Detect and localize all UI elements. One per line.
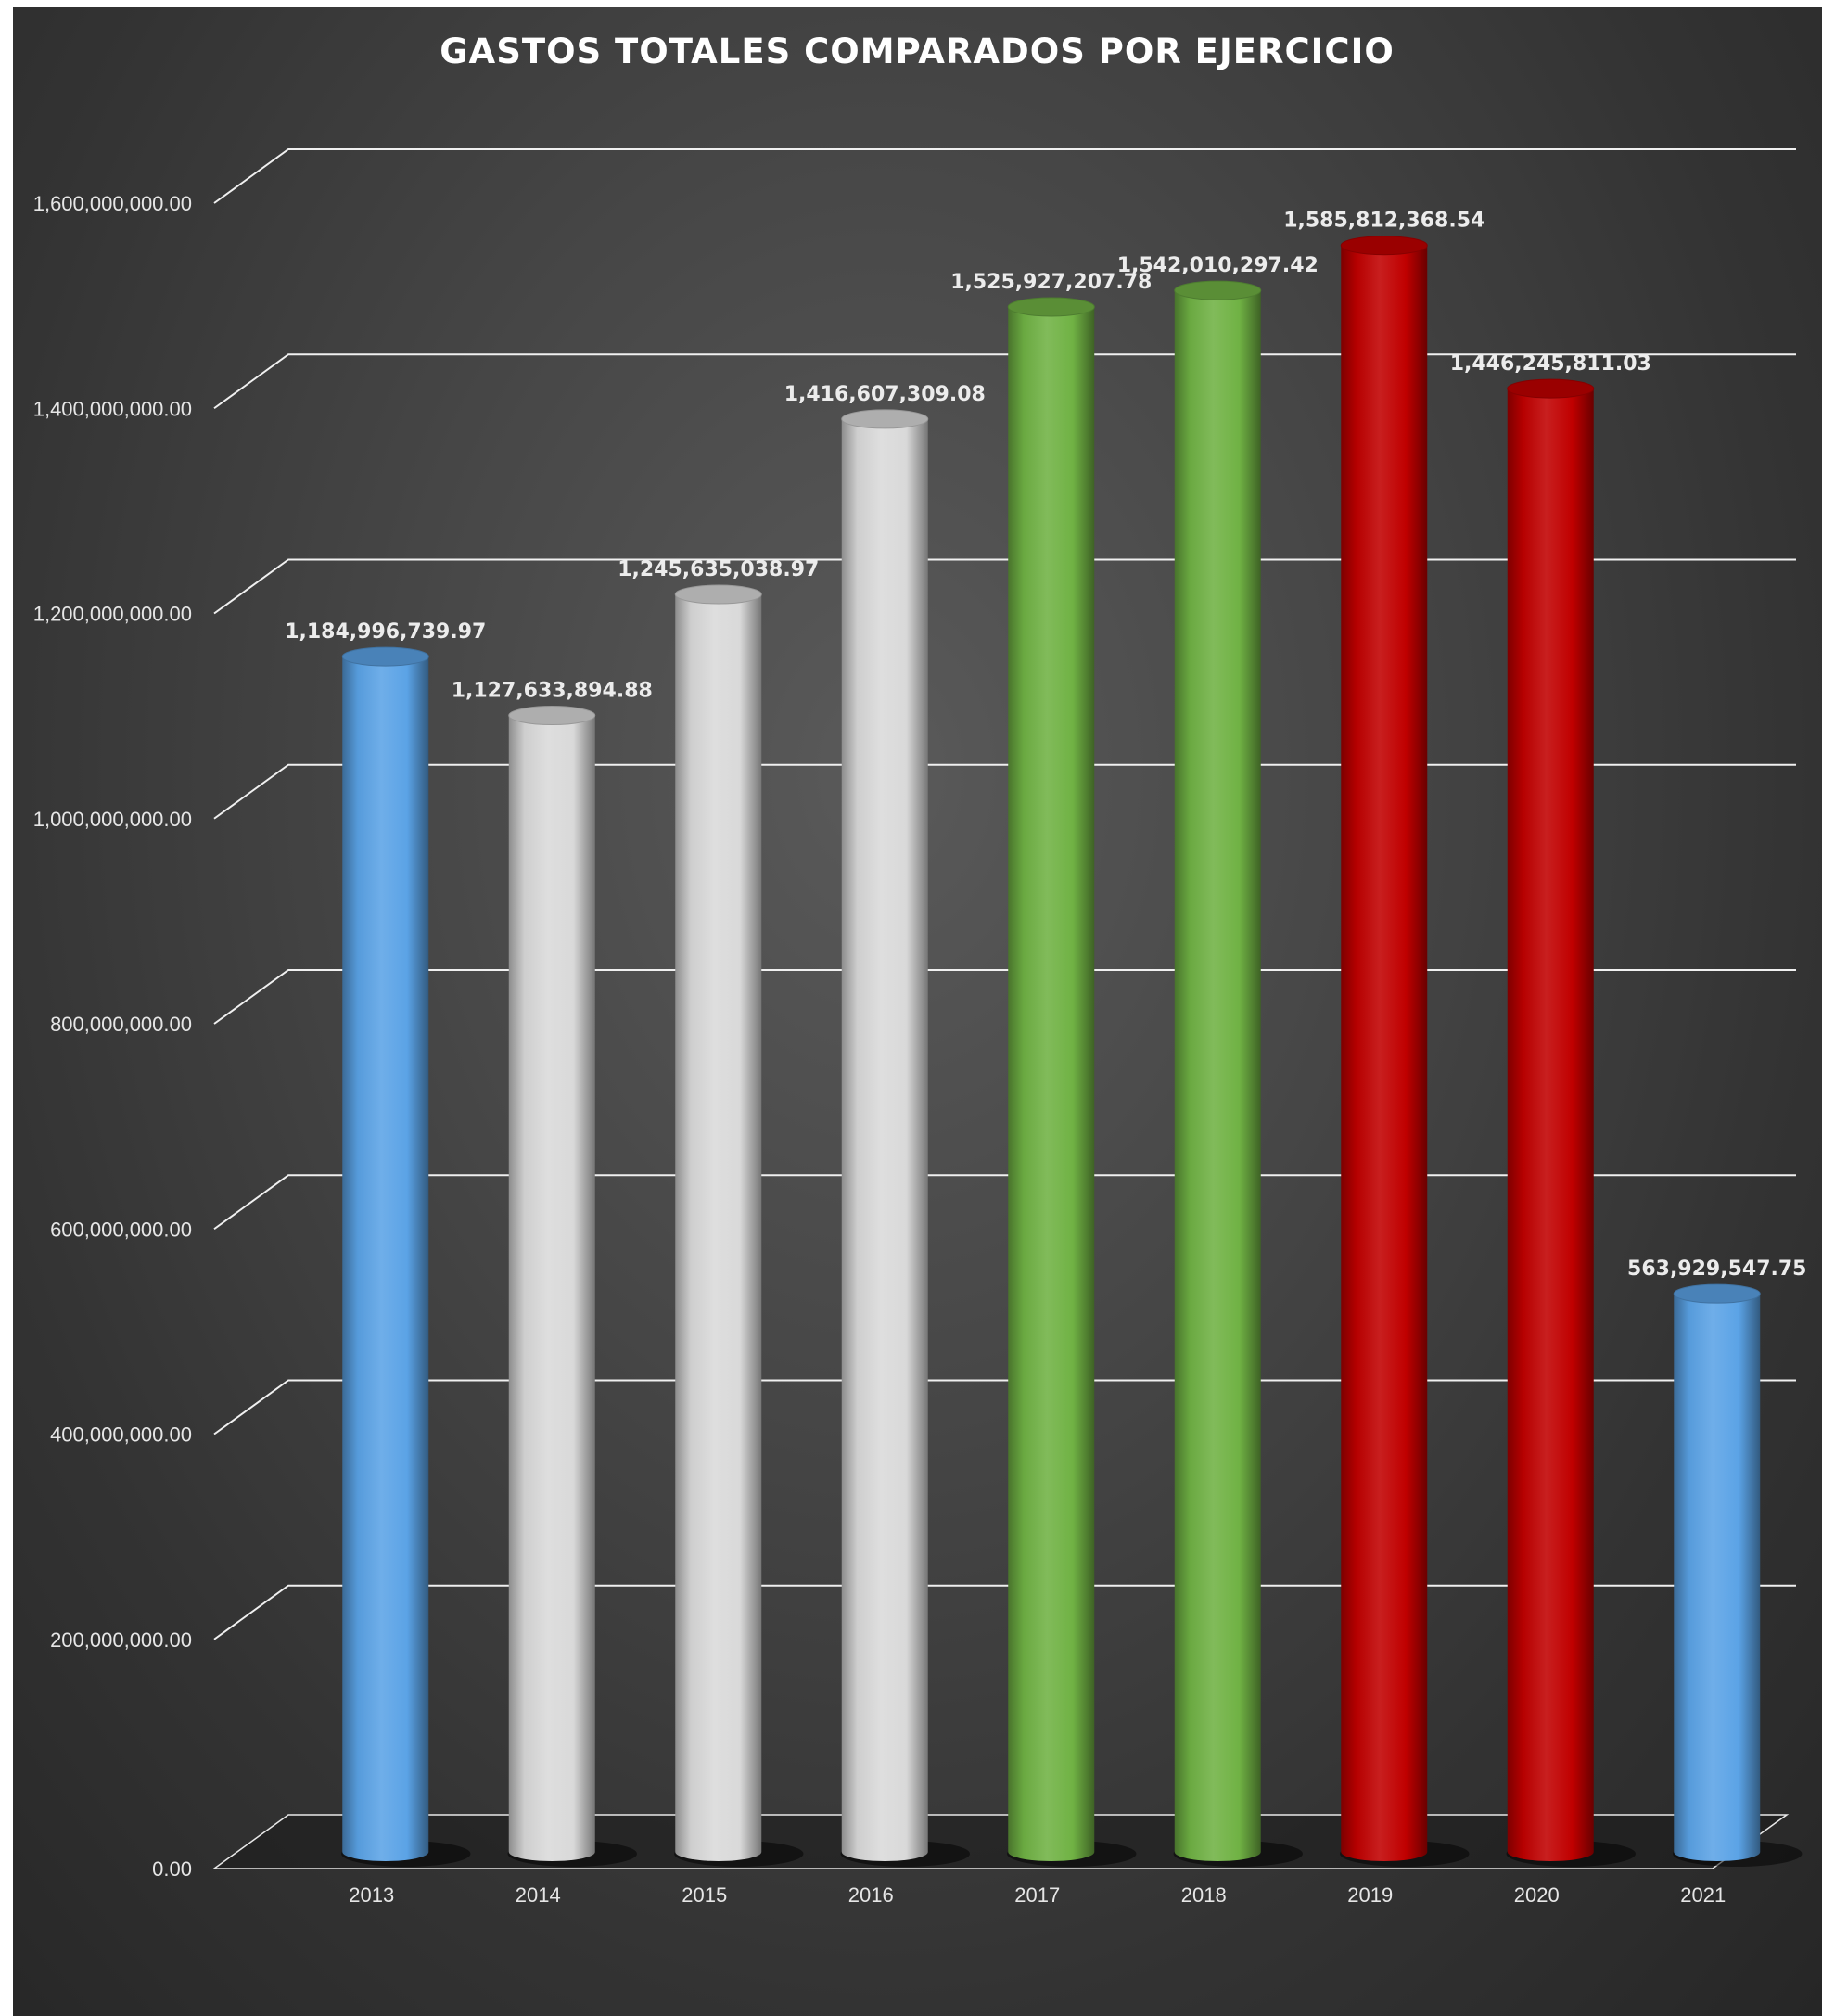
y-tick-label: 1,600,000,000.00	[33, 192, 192, 215]
bar-cap	[674, 584, 762, 605]
bar-cap	[1673, 1283, 1761, 1304]
gridline	[213, 1379, 1796, 1435]
bar-chart: GASTOS TOTALES COMPARADOS POR EJERCICIO …	[33, 32, 1807, 1907]
bar-body	[508, 715, 595, 1862]
bars	[341, 236, 1761, 1862]
gridline	[213, 558, 1796, 615]
gridline	[213, 1174, 1796, 1231]
bar-2021	[1673, 1283, 1761, 1862]
data-label: 1,525,927,207.78	[950, 271, 1152, 294]
y-tick-label: 400,000,000.00	[50, 1423, 192, 1447]
y-tick-label: 600,000,000.00	[50, 1218, 192, 1241]
data-label: 1,127,633,894.88	[452, 680, 653, 703]
data-labels: 1,184,996,739.97 1,127,633,894.88 1,245,63…	[285, 210, 1806, 1281]
bar-body	[1008, 306, 1095, 1862]
gridline	[213, 763, 1796, 820]
chart-title: GASTOS TOTALES COMPARADOS POR EJERCICIO	[440, 32, 1395, 71]
x-tick-label: 2018	[1181, 1883, 1227, 1907]
x-tick-label: 2014	[516, 1883, 561, 1907]
chart-frame: GASTOS TOTALES COMPARADOS POR EJERCICIO …	[13, 7, 1822, 2016]
x-tick-label: 2019	[1347, 1883, 1393, 1907]
bar-2014	[508, 706, 596, 1862]
bar-2016	[841, 409, 929, 1862]
y-tick-label: 1,400,000,000.00	[33, 397, 192, 420]
bar-cap	[341, 646, 429, 667]
data-label: 1,184,996,739.97	[285, 620, 486, 644]
bar-body	[841, 418, 928, 1862]
y-axis-ticks: 0.00 200,000,000.00 400,000,000.00 600,000,…	[33, 192, 192, 1881]
x-tick-label: 2021	[1680, 1883, 1726, 1907]
y-tick-label: 1,000,000,000.00	[33, 808, 192, 831]
bar-cap	[1340, 236, 1428, 256]
data-label: 1,245,635,038.97	[618, 558, 819, 581]
gridline	[213, 1584, 1796, 1640]
x-tick-label: 2016	[848, 1883, 894, 1907]
bar-body	[1674, 1294, 1761, 1862]
y-tick-label: 1,200,000,000.00	[33, 603, 192, 626]
x-tick-label: 2020	[1514, 1883, 1560, 1907]
gridlines	[213, 148, 1796, 1640]
bar-body	[1174, 290, 1261, 1862]
bar-body	[1341, 245, 1428, 1862]
bar-2020	[1507, 378, 1595, 1862]
bar-2019	[1340, 236, 1428, 1862]
data-label: 1,416,607,309.08	[784, 383, 986, 406]
x-tick-label: 2017	[1014, 1883, 1060, 1907]
bar-cap	[1007, 297, 1095, 317]
gridline	[213, 969, 1796, 1025]
bar-cap	[841, 409, 929, 429]
bar-body	[1507, 389, 1594, 1862]
bar-2013	[341, 646, 429, 1862]
gridline	[213, 353, 1796, 410]
bar-body	[675, 594, 762, 1861]
bar-cap	[508, 706, 596, 726]
y-tick-label: 800,000,000.00	[50, 1013, 192, 1036]
data-label: 563,929,547.75	[1627, 1257, 1806, 1281]
gridline	[213, 148, 1796, 204]
bar-cap	[1174, 280, 1262, 300]
x-axis-ticks: 2013 2014 2015 2016 2017 2018 2019 2020 2021	[349, 1883, 1726, 1907]
y-tick-label: 200,000,000.00	[50, 1628, 192, 1652]
x-tick-label: 2015	[682, 1883, 727, 1907]
bar-cap	[1507, 378, 1595, 399]
data-label: 1,585,812,368.54	[1283, 210, 1484, 233]
bar-2015	[674, 584, 762, 1861]
bar-body	[342, 657, 429, 1862]
data-label: 1,446,245,811.03	[1450, 352, 1651, 376]
bar-2018	[1174, 280, 1262, 1862]
bar-2017	[1007, 297, 1095, 1862]
y-tick-label: 0.00	[152, 1857, 192, 1881]
data-label: 1,542,010,297.42	[1117, 254, 1319, 277]
x-tick-label: 2013	[349, 1883, 394, 1907]
